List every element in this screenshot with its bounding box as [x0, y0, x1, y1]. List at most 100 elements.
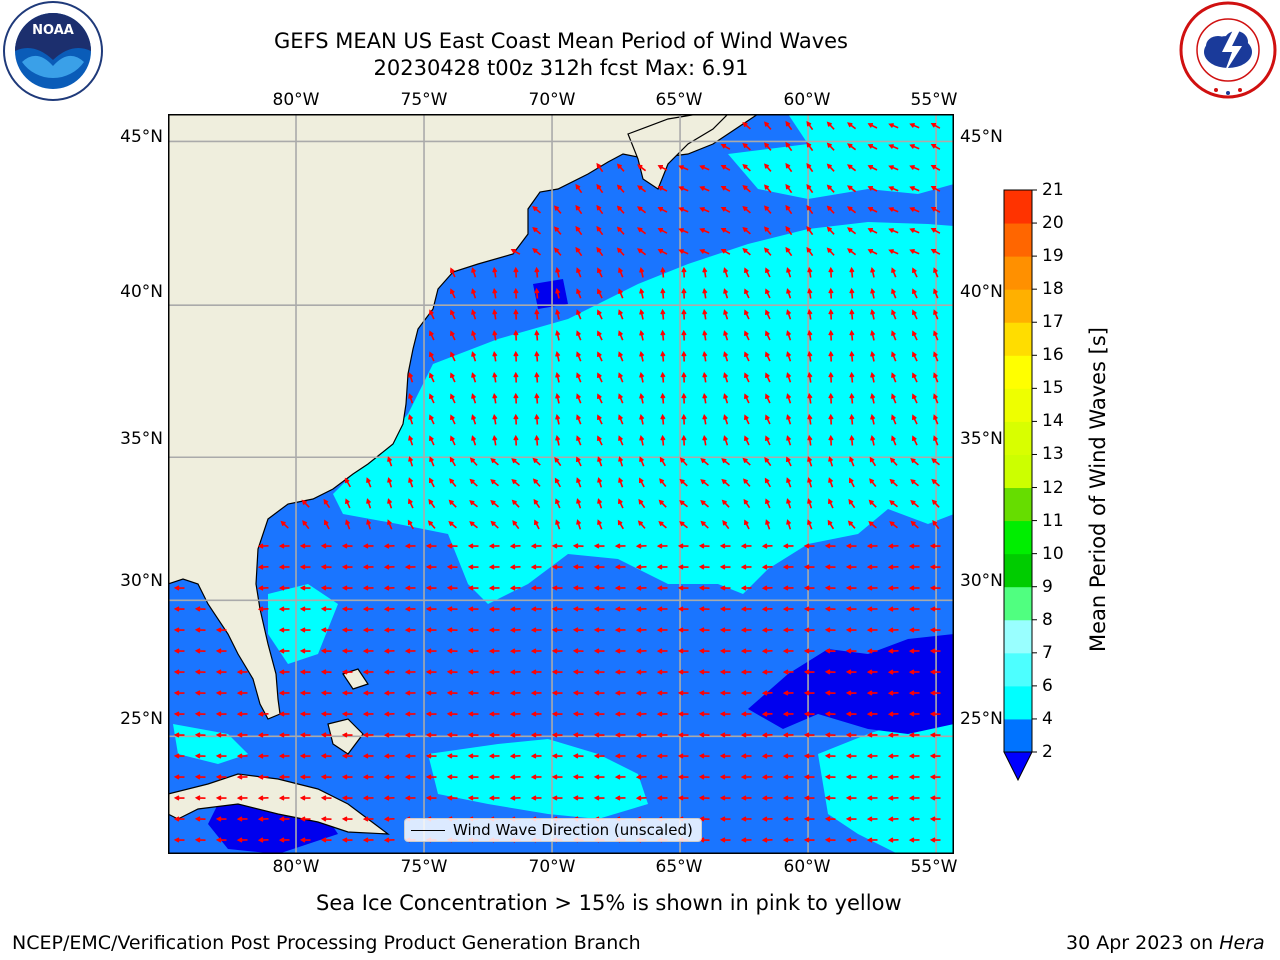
wave-direction-arrow	[744, 330, 750, 341]
wave-direction-arrow	[299, 585, 311, 591]
colorbar-tick-label: 20	[1042, 213, 1064, 234]
wave-direction-arrow	[910, 500, 920, 508]
wave-direction-arrow	[742, 164, 751, 172]
wave-direction-arrow	[320, 543, 332, 549]
colorbar-segment	[1004, 520, 1032, 555]
wave-direction-arrow	[847, 227, 857, 235]
wave-direction-arrow	[909, 144, 920, 150]
wave-direction-arrow	[593, 648, 605, 654]
wave-direction-arrow	[656, 753, 668, 759]
wave-direction-arrow	[910, 479, 919, 487]
wave-direction-arrow	[660, 434, 666, 446]
wave-direction-arrow	[803, 648, 815, 654]
wave-direction-arrow	[618, 267, 624, 278]
wave-direction-arrow	[845, 669, 857, 675]
wave-direction-arrow	[404, 795, 416, 801]
wave-direction-arrow	[596, 162, 604, 173]
wave-direction-arrow	[469, 478, 478, 487]
wave-direction-arrow	[467, 564, 479, 570]
wave-direction-arrow	[572, 627, 584, 633]
wave-direction-arrow	[849, 392, 855, 404]
wave-direction-arrow	[555, 329, 561, 341]
wave-direction-arrow	[824, 690, 836, 696]
wave-direction-arrow	[765, 498, 771, 509]
wave-direction-arrow	[824, 585, 836, 591]
wave-direction-arrow	[929, 774, 941, 780]
legend-label: Wind Wave Direction (unscaled)	[453, 821, 693, 839]
wave-direction-arrow	[551, 753, 563, 759]
wave-direction-arrow	[490, 479, 499, 487]
wave-direction-arrow	[173, 585, 185, 591]
wave-direction-arrow	[173, 690, 185, 696]
wave-direction-arrow	[702, 413, 708, 425]
wave-direction-arrow	[677, 606, 689, 612]
wave-direction-arrow	[551, 648, 563, 654]
wave-direction-arrow	[446, 690, 458, 696]
wave-direction-arrow	[257, 543, 269, 549]
wave-direction-arrow	[320, 795, 332, 801]
wave-direction-arrow	[554, 247, 562, 256]
wave-direction-arrow	[555, 350, 561, 362]
wave-direction-arrow	[320, 564, 332, 570]
wave-direction-arrow	[845, 753, 857, 759]
wave-direction-arrow	[639, 266, 645, 278]
wave-direction-arrow	[698, 585, 710, 591]
wave-direction-arrow	[929, 711, 941, 717]
wave-direction-arrow	[870, 329, 876, 341]
wave-direction-arrow	[764, 226, 772, 235]
wave-direction-arrow	[909, 123, 920, 129]
wave-direction-arrow	[534, 413, 540, 425]
wave-direction-arrow	[679, 478, 688, 487]
wave-direction-arrow	[887, 711, 899, 717]
wave-direction-arrow	[639, 350, 645, 362]
wave-direction-arrow	[847, 143, 857, 151]
wave-direction-arrow	[341, 690, 353, 696]
wave-direction-arrow	[828, 350, 834, 362]
wave-direction-arrow	[786, 372, 792, 383]
wave-direction-arrow	[635, 711, 647, 717]
wave-direction-arrow	[909, 249, 920, 255]
wave-direction-arrow	[576, 414, 582, 425]
wave-direction-arrow	[614, 732, 626, 738]
wave-direction-arrow	[597, 477, 603, 488]
wave-direction-arrow	[887, 774, 899, 780]
lat-label-right: 30°N	[960, 571, 1003, 591]
wave-direction-arrow	[786, 456, 792, 467]
wave-direction-arrow	[635, 543, 647, 549]
wave-direction-arrow	[530, 774, 542, 780]
wave-direction-arrow	[929, 606, 941, 612]
wave-direction-arrow	[511, 479, 520, 487]
wave-direction-arrow	[782, 711, 794, 717]
wave-direction-arrow	[555, 498, 561, 509]
wave-direction-arrow	[723, 435, 729, 446]
wave-direction-arrow	[681, 371, 687, 383]
colorbar-tick-label: 4	[1042, 708, 1053, 729]
wave-direction-arrow	[807, 392, 813, 404]
wave-direction-arrow	[408, 414, 414, 425]
wave-direction-arrow	[576, 435, 582, 446]
wave-direction-arrow	[677, 753, 689, 759]
wave-direction-arrow	[341, 711, 353, 717]
wave-direction-arrow	[593, 606, 605, 612]
wave-direction-arrow	[404, 753, 416, 759]
wave-direction-arrow	[740, 564, 752, 570]
wave-direction-arrow	[677, 711, 689, 717]
wave-direction-arrow	[933, 267, 939, 278]
wave-direction-arrow	[723, 351, 729, 362]
wave-direction-arrow	[681, 266, 687, 278]
wave-direction-arrow	[765, 372, 771, 383]
lat-label-right: 45°N	[960, 127, 1003, 147]
wave-direction-arrow	[931, 458, 940, 466]
wave-direction-arrow	[743, 478, 751, 487]
wave-direction-arrow	[429, 435, 435, 446]
wave-direction-arrow	[387, 519, 393, 530]
wave-direction-arrow	[530, 753, 542, 759]
colorbar-segment	[1004, 421, 1032, 455]
wave-direction-arrow	[596, 183, 604, 194]
wave-direction-arrow	[215, 795, 227, 801]
wave-direction-arrow	[824, 669, 836, 675]
wave-direction-arrow	[761, 627, 773, 633]
wave-direction-arrow	[764, 184, 772, 193]
wave-direction-arrow	[743, 498, 751, 509]
wave-direction-arrow	[597, 267, 603, 278]
